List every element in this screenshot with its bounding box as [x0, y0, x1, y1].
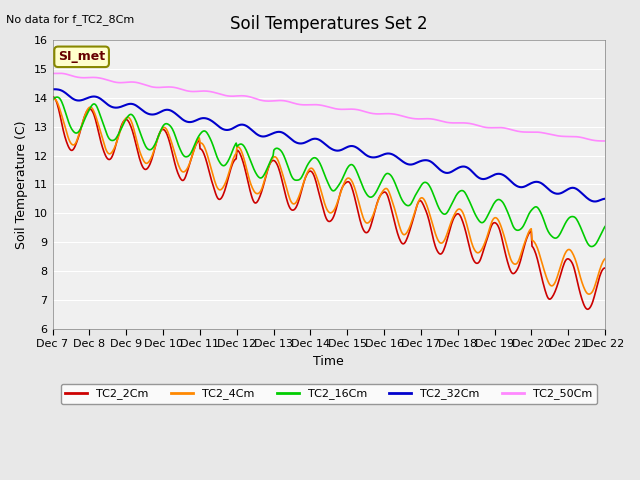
TC2_2Cm: [172, 163, 179, 168]
TC2_4Cm: [413, 203, 420, 209]
TC2_4Cm: [585, 291, 593, 297]
TC2_16Cm: [601, 224, 609, 229]
TC2_16Cm: [397, 194, 404, 200]
TC2_50Cm: [49, 71, 56, 76]
TC2_16Cm: [172, 136, 180, 142]
TC2_32Cm: [601, 196, 609, 202]
TC2_16Cm: [116, 128, 124, 133]
TC2_4Cm: [202, 146, 209, 152]
TC2_2Cm: [59, 124, 67, 130]
Text: No data for f_TC2_8Cm: No data for f_TC2_8Cm: [6, 14, 134, 25]
TC2_50Cm: [60, 71, 67, 76]
Legend: TC2_2Cm, TC2_4Cm, TC2_16Cm, TC2_32Cm, TC2_50Cm: TC2_2Cm, TC2_4Cm, TC2_16Cm, TC2_32Cm, TC…: [61, 384, 596, 404]
TC2_16Cm: [413, 190, 420, 196]
TC2_4Cm: [116, 128, 124, 134]
TC2_2Cm: [601, 265, 609, 271]
Line: TC2_4Cm: TC2_4Cm: [52, 99, 605, 294]
TC2_16Cm: [202, 129, 209, 134]
TC2_4Cm: [397, 227, 404, 233]
TC2_4Cm: [601, 256, 609, 262]
TC2_4Cm: [50, 96, 58, 102]
Line: TC2_50Cm: TC2_50Cm: [52, 73, 605, 141]
TC2_50Cm: [202, 88, 209, 94]
Y-axis label: Soil Temperature (C): Soil Temperature (C): [15, 120, 28, 249]
TC2_16Cm: [60, 103, 67, 108]
TC2_16Cm: [49, 97, 56, 103]
TC2_50Cm: [601, 138, 609, 144]
Title: Soil Temperatures Set 2: Soil Temperatures Set 2: [230, 15, 428, 33]
TC2_4Cm: [49, 97, 56, 103]
TC2_2Cm: [116, 129, 124, 135]
TC2_32Cm: [49, 86, 56, 92]
TC2_2Cm: [201, 153, 209, 158]
TC2_16Cm: [53, 94, 61, 100]
TC2_32Cm: [396, 156, 404, 162]
TC2_2Cm: [584, 306, 591, 312]
TC2_32Cm: [116, 104, 124, 110]
TC2_2Cm: [49, 94, 56, 99]
TC2_50Cm: [172, 85, 180, 91]
Line: TC2_32Cm: TC2_32Cm: [52, 89, 605, 202]
TC2_32Cm: [412, 160, 420, 166]
X-axis label: Time: Time: [314, 355, 344, 368]
Text: SI_met: SI_met: [58, 50, 105, 63]
TC2_32Cm: [201, 115, 209, 121]
TC2_50Cm: [413, 116, 420, 122]
Line: TC2_16Cm: TC2_16Cm: [52, 97, 605, 247]
TC2_32Cm: [591, 199, 599, 204]
TC2_32Cm: [172, 111, 179, 117]
Line: TC2_2Cm: TC2_2Cm: [52, 96, 605, 309]
TC2_16Cm: [588, 244, 595, 250]
TC2_50Cm: [56, 71, 63, 76]
TC2_4Cm: [172, 156, 180, 161]
TC2_50Cm: [116, 80, 124, 85]
TC2_2Cm: [412, 206, 420, 212]
TC2_50Cm: [397, 113, 404, 119]
TC2_2Cm: [396, 237, 404, 242]
TC2_4Cm: [60, 118, 67, 123]
TC2_32Cm: [59, 88, 67, 94]
